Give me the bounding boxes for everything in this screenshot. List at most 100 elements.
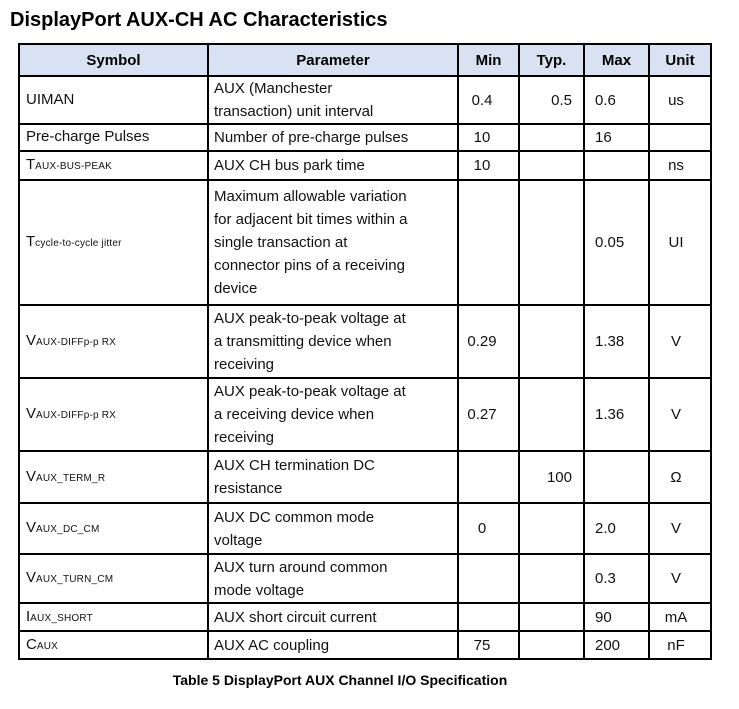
table-row: TAUX-BUS-PEAK AUX CH bus park time 10 ns xyxy=(18,150,712,181)
symbol-cell: UIMAN xyxy=(18,75,209,125)
unit-cell: UI xyxy=(648,179,712,306)
unit-cell: V xyxy=(648,377,712,452)
symbol-main-text: T xyxy=(26,156,36,173)
unit-cell: V xyxy=(648,502,712,555)
table-row: UIMAN AUX (Manchester transaction) unit … xyxy=(18,75,712,125)
typ-value-cell xyxy=(518,304,585,379)
typ-value-cell xyxy=(518,602,585,632)
column-header-parameter: Parameter xyxy=(207,43,459,77)
table-caption: Table 5 DisplayPort AUX Channel I/O Spec… xyxy=(172,672,508,688)
min-value-cell: 0.4 xyxy=(457,75,520,125)
symbol-subscript-text: AUX_TURN_CM xyxy=(36,574,114,585)
typ-value-cell xyxy=(518,553,585,604)
parameter-cell: AUX (Manchester transaction) unit interv… xyxy=(207,75,459,125)
table-header: Symbol Parameter Min Typ. Max Unit xyxy=(18,43,712,77)
symbol-subscript-text: AUX-BUS-PEAK xyxy=(35,161,113,172)
min-value-cell xyxy=(457,553,520,604)
min-value-cell xyxy=(457,179,520,306)
symbol-main-text: UIMAN xyxy=(26,90,75,108)
parameter-cell: AUX DC common mode voltage xyxy=(207,502,459,555)
max-value-cell: 0.05 xyxy=(583,179,650,306)
table-row: VAUX-DIFFp-p RX AUX peak-to-peak voltage… xyxy=(18,377,712,452)
max-value-cell: 200 xyxy=(583,630,650,660)
max-value-cell: 1.38 xyxy=(583,304,650,379)
unit-cell: us xyxy=(648,75,712,125)
table-row: VAUX_DC_CM AUX DC common mode voltage 0 … xyxy=(18,502,712,555)
symbol-main-text: V xyxy=(26,467,37,485)
symbol-subscript-text: AUX_DC_CM xyxy=(36,524,100,535)
max-value-cell: 2.0 xyxy=(583,502,650,555)
symbol-cell: TAUX-BUS-PEAK xyxy=(18,150,209,181)
typ-value-cell xyxy=(518,377,585,452)
unit-cell: V xyxy=(648,553,712,604)
symbol-cell: CAUX xyxy=(18,630,209,660)
min-value-cell: 10 xyxy=(457,150,520,181)
max-value-cell: 16 xyxy=(583,123,650,152)
parameter-cell: Number of pre-charge pulses xyxy=(207,123,459,152)
typ-value-cell xyxy=(518,502,585,555)
table-row: VAUX_TURN_CM AUX turn around common mode… xyxy=(18,553,712,604)
unit-cell xyxy=(648,123,712,152)
min-value-cell xyxy=(457,450,520,504)
min-value-cell: 0 xyxy=(457,502,520,555)
parameter-cell: AUX CH termination DC resistance xyxy=(207,450,459,504)
unit-cell: ns xyxy=(648,150,712,181)
column-header-max: Max xyxy=(583,43,650,77)
typ-value-cell xyxy=(518,150,585,181)
typ-value-cell: 100 xyxy=(518,450,585,504)
symbol-main-text: V xyxy=(26,569,37,586)
symbol-cell: Tcycle-to-cycle jitter xyxy=(18,179,209,306)
min-value-cell: 75 xyxy=(457,630,520,660)
column-header-unit: Unit xyxy=(648,43,712,77)
symbol-main-text: T xyxy=(26,233,36,250)
symbol-subscript-text: AUX_SHORT xyxy=(30,612,93,624)
max-value-cell xyxy=(583,150,650,181)
min-value-cell: 0.29 xyxy=(457,304,520,379)
min-value-cell: 0.27 xyxy=(457,377,520,452)
symbol-subscript-text: AUX-DIFFp-p RX xyxy=(36,337,117,348)
symbol-cell: IAUX_SHORT xyxy=(18,602,209,632)
symbol-main-text: Pre-charge Pulses xyxy=(26,128,150,145)
column-header-symbol: Symbol xyxy=(18,43,209,77)
spec-table-body: UIMAN AUX (Manchester transaction) unit … xyxy=(18,75,712,660)
typ-value-cell xyxy=(518,123,585,152)
max-value-cell: 0.3 xyxy=(583,553,650,604)
table-row: VAUX-DIFFp-p RX AUX peak-to-peak voltage… xyxy=(18,304,712,379)
symbol-cell: VAUX-DIFFp-p RX xyxy=(18,304,209,379)
parameter-cell: AUX CH bus park time xyxy=(207,150,459,181)
table-row: Pre-charge Pulses Number of pre-charge p… xyxy=(18,123,712,152)
table-row: CAUX AUX AC coupling 75 200 nF xyxy=(18,630,712,660)
max-value-cell xyxy=(583,450,650,504)
typ-value-cell: 0.5 xyxy=(518,75,585,125)
unit-cell: V xyxy=(648,304,712,379)
typ-value-cell xyxy=(518,630,585,660)
spec-table: Symbol Parameter Min Typ. Max Unit UIMAN… xyxy=(18,43,712,660)
parameter-cell: AUX turn around common mode voltage xyxy=(207,553,459,604)
max-value-cell: 1.36 xyxy=(583,377,650,452)
symbol-subscript-text: AUX xyxy=(36,640,59,652)
min-value-cell xyxy=(457,602,520,632)
parameter-cell: AUX AC coupling xyxy=(207,630,459,660)
parameter-cell: AUX peak-to-peak voltage at a receiving … xyxy=(207,377,459,452)
symbol-cell: VAUX_TURN_CM xyxy=(18,553,209,604)
max-value-cell: 0.6 xyxy=(583,75,650,125)
unit-cell: mA xyxy=(648,602,712,632)
symbol-main-text: C xyxy=(26,635,37,653)
max-value-cell: 90 xyxy=(583,602,650,632)
symbol-main-text: I xyxy=(26,607,31,625)
unit-cell: Ω xyxy=(648,450,712,504)
parameter-cell: AUX short circuit current xyxy=(207,602,459,632)
symbol-main-text: V xyxy=(26,519,37,536)
symbol-subscript-text: AUX-DIFFp-p RX xyxy=(36,410,117,421)
symbol-cell: VAUX_DC_CM xyxy=(18,502,209,555)
table-row: IAUX_SHORT AUX short circuit current 90 … xyxy=(18,602,712,632)
typ-value-cell xyxy=(518,179,585,306)
symbol-subscript-text: cycle-to-cycle jitter xyxy=(35,238,122,249)
min-value-cell: 10 xyxy=(457,123,520,152)
header-row: Symbol Parameter Min Typ. Max Unit xyxy=(18,43,712,77)
parameter-cell: Maximum allowable variation for adjacent… xyxy=(207,179,459,306)
symbol-cell: Pre-charge Pulses xyxy=(18,123,209,152)
symbol-cell: VAUX-DIFFp-p RX xyxy=(18,377,209,452)
table-row: Tcycle-to-cycle jitter Maximum allowable… xyxy=(18,179,712,306)
symbol-subscript-text: AUX_TERM_R xyxy=(36,472,106,484)
